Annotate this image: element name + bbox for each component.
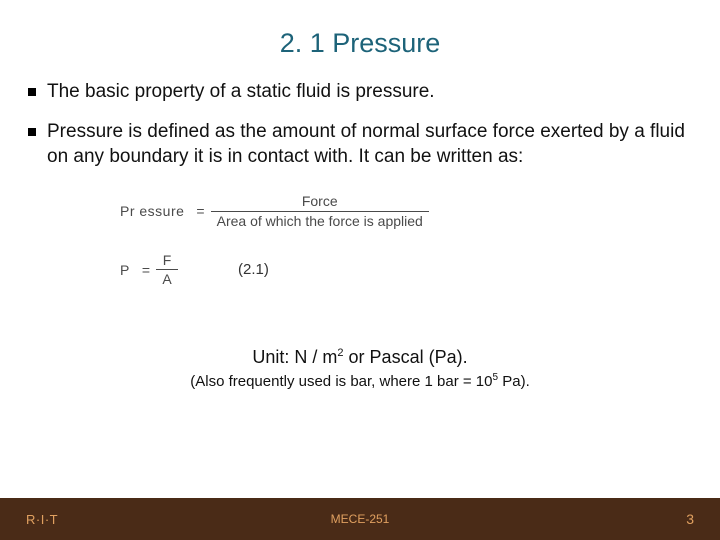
formula-lhs: P bbox=[120, 262, 130, 278]
bullet-item: Pressure is defined as the amount of nor… bbox=[28, 119, 692, 170]
unit-line: Unit: N / m2 or Pascal (Pa). bbox=[28, 347, 692, 368]
equals-sign: = bbox=[142, 262, 150, 278]
formula-block: Pr essure = Force Area of which the forc… bbox=[120, 192, 692, 289]
fraction: F A bbox=[156, 251, 178, 290]
footer-left: R·I·T bbox=[26, 512, 58, 527]
equals-sign: = bbox=[196, 203, 204, 219]
formula-lhs: Pr essure bbox=[120, 203, 184, 219]
unit-prefix: Unit: N / m bbox=[252, 347, 337, 367]
bullet-marker-icon bbox=[28, 88, 36, 96]
footer-page-number: 3 bbox=[686, 511, 694, 527]
slide-footer: R·I·T MECE-251 3 bbox=[0, 498, 720, 540]
bullet-text: The basic property of a static fluid is … bbox=[47, 79, 692, 105]
equation-reference: (2.1) bbox=[238, 261, 269, 278]
slide-content: The basic property of a static fluid is … bbox=[0, 79, 720, 390]
slide: 2. 1 Pressure The basic property of a st… bbox=[0, 0, 720, 540]
bullet-item: The basic property of a static fluid is … bbox=[28, 79, 692, 105]
bullet-marker-icon bbox=[28, 128, 36, 136]
unit-suffix: or Pascal (Pa). bbox=[344, 347, 468, 367]
slide-title: 2. 1 Pressure bbox=[0, 0, 720, 79]
bullet-text: Pressure is defined as the amount of nor… bbox=[47, 119, 692, 170]
fraction-denominator: Area of which the force is applied bbox=[211, 212, 429, 231]
fraction-numerator: Force bbox=[296, 192, 344, 211]
footer-center: MECE-251 bbox=[331, 512, 390, 526]
note-prefix: (Also frequently used is bar, where 1 ba… bbox=[190, 373, 492, 390]
formula-symbolic: P = F A (2.1) bbox=[120, 251, 692, 290]
note-suffix: Pa). bbox=[498, 373, 530, 390]
fraction-denominator: A bbox=[156, 270, 177, 289]
note-line: (Also frequently used is bar, where 1 ba… bbox=[28, 372, 692, 390]
formula-word: Pr essure = Force Area of which the forc… bbox=[120, 192, 692, 231]
fraction-numerator: F bbox=[157, 251, 178, 270]
fraction: Force Area of which the force is applied bbox=[211, 192, 429, 231]
